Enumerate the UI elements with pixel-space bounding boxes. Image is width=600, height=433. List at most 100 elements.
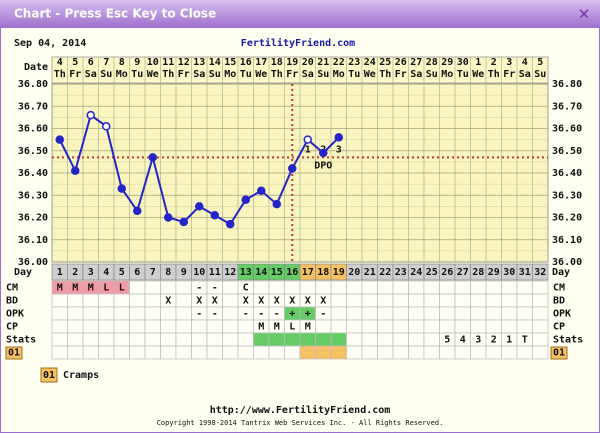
table-cell (160, 345, 177, 360)
day-number: 5 (119, 267, 125, 278)
table-cell (237, 345, 254, 360)
table-cell (470, 319, 487, 334)
temperature-point (303, 135, 312, 144)
y-tick-label-right: 36.60 (552, 124, 582, 135)
title-bar (0, 0, 600, 28)
table-cell (191, 319, 208, 334)
weekday: Fr (395, 69, 407, 80)
table-cell (392, 332, 409, 347)
table-cell (423, 332, 440, 347)
cell-text: 1 (506, 335, 512, 346)
table-cell (253, 345, 270, 360)
table-cell (346, 345, 363, 360)
table-cell (315, 319, 332, 334)
table-cell (485, 280, 502, 295)
weekday: Tu (457, 69, 469, 80)
date: 8 (119, 57, 125, 68)
temperature-point (334, 133, 343, 142)
cell-text: X (258, 296, 264, 307)
table-cell (315, 280, 332, 295)
date: 26 (395, 57, 407, 68)
table-cell (268, 280, 285, 295)
table-cell (268, 345, 285, 360)
table-cell (253, 332, 270, 347)
table-cell (330, 332, 347, 347)
cell-text: + (305, 309, 311, 320)
table-cell (222, 280, 239, 295)
table-cell (98, 319, 115, 334)
table-cell (98, 345, 115, 360)
y-tick-label-right: 36.80 (552, 79, 582, 90)
day-label-right: Day (552, 267, 570, 278)
table-cell (532, 319, 549, 334)
temperature-point (148, 153, 157, 162)
cell-text: M (72, 283, 78, 294)
table-cell (392, 319, 409, 334)
date: 1 (475, 57, 481, 68)
y-tick-label: 36.20 (18, 213, 48, 224)
weekday: Su (426, 69, 438, 80)
table-cell (516, 345, 533, 360)
date: 17 (255, 57, 267, 68)
table-cell (470, 293, 487, 308)
temperature-point (102, 122, 111, 131)
day-label: Day (14, 267, 32, 278)
cell-text: X (274, 296, 280, 307)
table-cell (532, 332, 549, 347)
temperature-point (319, 148, 328, 158)
table-cell (144, 332, 161, 347)
cell-text: 5 (444, 335, 450, 346)
table-cell (299, 332, 316, 347)
y-tick-label-right: 36.30 (552, 190, 582, 201)
table-cell (160, 319, 177, 334)
table-cell (454, 345, 471, 360)
table-cell (129, 345, 146, 360)
table-cell (439, 345, 456, 360)
site-name: FertilityFriend.com (241, 37, 355, 49)
temperature-point (272, 199, 281, 209)
row-label-right: 01 (553, 348, 565, 359)
row-label: BD (6, 296, 18, 307)
table-cell (191, 345, 208, 360)
date: 22 (333, 57, 345, 68)
table-cell (222, 293, 239, 308)
table-cell (346, 332, 363, 347)
cell-text: - (196, 309, 202, 320)
dpo-number: 3 (336, 144, 342, 155)
y-tick-label-right: 36.00 (552, 257, 582, 268)
day-number: 28 (472, 267, 484, 278)
table-cell (113, 332, 130, 347)
close-button[interactable]: × (578, 5, 591, 23)
table-cell (439, 293, 456, 308)
table-cell (346, 319, 363, 334)
day-number: 27 (457, 267, 469, 278)
table-cell (501, 345, 518, 360)
date: 27 (410, 57, 422, 68)
table-cell (144, 293, 161, 308)
table-cell (129, 293, 146, 308)
window-title: Chart - Press Esc Key to Close (14, 7, 216, 21)
table-cell (408, 332, 425, 347)
day-number: 26 (441, 267, 453, 278)
weekday: Mo (333, 69, 345, 80)
date: 24 (364, 57, 376, 68)
row-label-right: CP (553, 322, 565, 333)
temperature-point (195, 202, 204, 211)
table-cell (129, 319, 146, 334)
date: 7 (103, 57, 109, 68)
code-box-right (550, 346, 568, 360)
cell-text: X (165, 296, 171, 307)
table-cell (330, 293, 347, 308)
table-cell (485, 306, 502, 321)
table-cell (67, 306, 84, 321)
legend-box (40, 367, 58, 383)
table-cell (82, 319, 99, 334)
weekday: Su (317, 69, 329, 80)
table-cell (361, 332, 378, 347)
cell-text: - (212, 309, 218, 320)
cell-text: L (289, 322, 295, 333)
date: 14 (209, 57, 221, 68)
date: 25 (379, 57, 391, 68)
weekday: Fr (503, 69, 515, 80)
